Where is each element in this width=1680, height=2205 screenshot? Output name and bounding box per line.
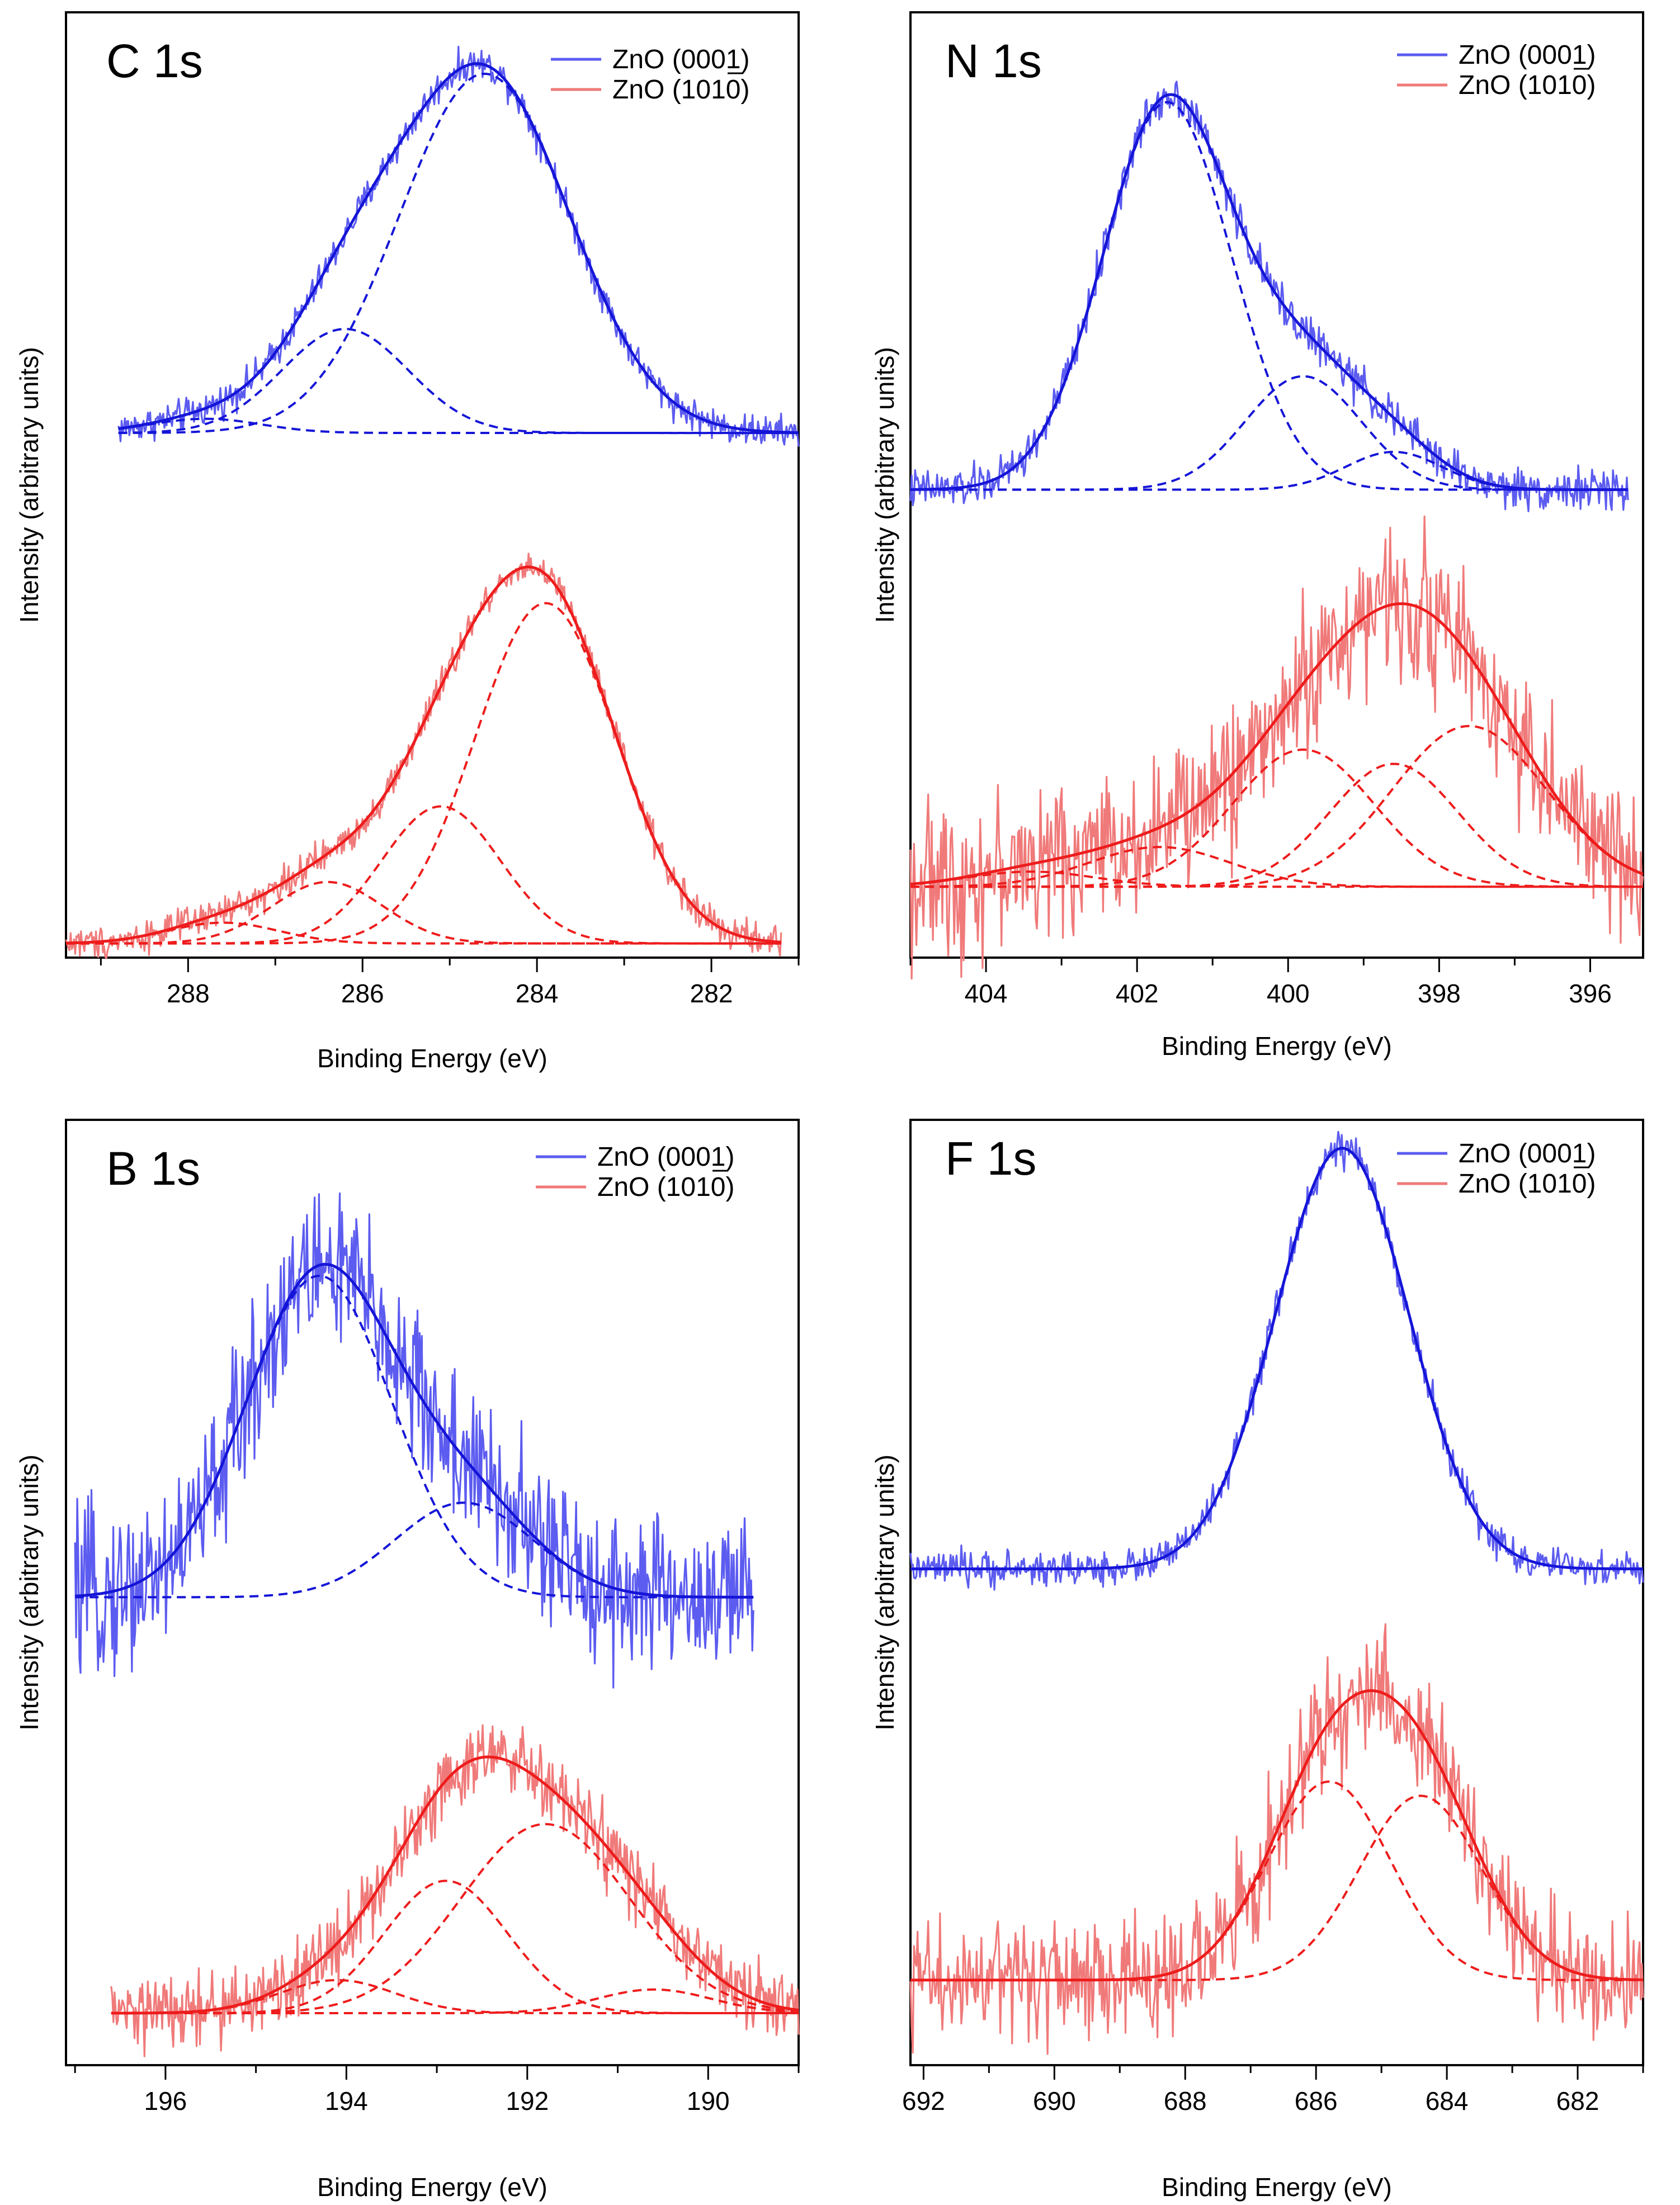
x-tick-label: 194: [325, 2086, 368, 2116]
raw-spectrum: [909, 1623, 1644, 2055]
x-tick-label: 398: [1418, 979, 1461, 1008]
plot-content: [74, 1192, 800, 2057]
panel-title: B 1s: [106, 1142, 200, 1195]
raw-spectrum: [65, 553, 782, 959]
plot-content: [909, 81, 1644, 980]
legend: ZnO (0001) ZnO (1010): [536, 1142, 734, 1202]
x-tick-label: 686: [1295, 2086, 1338, 2116]
fit-envelope: [118, 62, 799, 434]
panel-f1s: 692 690 688 686 684 682 F 1s ZnO (0001) ZnO (…: [870, 1119, 1644, 2202]
raw-spectrum: [74, 1192, 754, 1689]
panel-n1s: 404 402 400 398 396 N 1s ZnO (0001) ZnO (101…: [870, 11, 1644, 1061]
x-tick-label: 684: [1426, 2086, 1469, 2116]
legend-label-1010: ZnO (1010): [1459, 70, 1596, 100]
fit-envelope: [111, 1755, 799, 2015]
legend-label-0001: ZnO (0001): [612, 45, 749, 74]
plot-frame: [909, 1119, 1644, 2066]
panel-title: F 1s: [945, 1132, 1036, 1185]
legend-label-1010: ZnO (1010): [597, 1172, 734, 1202]
x-tick-label: 692: [902, 2086, 945, 2116]
raw-spectrum: [117, 45, 800, 447]
y-axis-title: Intensity (arbitrary units): [15, 1454, 44, 1730]
x-tick-label: 400: [1267, 979, 1310, 1008]
fit-component: [910, 375, 1628, 491]
legend-label-0001: ZnO (0001): [1459, 1139, 1596, 1169]
fit-envelope: [910, 93, 1628, 491]
legend-label-0001: ZnO (0001): [597, 1142, 734, 1172]
x-axis-ticks: 196 194 192 190: [74, 2065, 800, 2116]
fit-component: [65, 921, 781, 945]
panel-title: N 1s: [945, 35, 1042, 87]
plot-frame: [65, 11, 800, 959]
x-tick-label: 288: [167, 979, 210, 1008]
legend: ZnO (0001) ZnO (1010): [1397, 40, 1596, 100]
plot-content: [909, 1130, 1644, 2055]
x-tick-label: 690: [1033, 2086, 1076, 2116]
fit-component: [910, 870, 1643, 888]
x-tick-label: 688: [1164, 2086, 1207, 2116]
x-axis-title: Binding Energy (eV): [1162, 2173, 1392, 2202]
fit-component: [118, 72, 799, 434]
plot-content: [65, 45, 800, 959]
x-tick-label: 192: [506, 2086, 549, 2116]
fit-component: [111, 1988, 799, 2015]
x-axis-ticks: 288 286 284 282: [100, 958, 800, 1008]
fit-component: [66, 805, 781, 945]
y-axis-title: Intensity (arbitrary units): [870, 347, 899, 623]
y-axis-title: Intensity (arbitrary units): [15, 347, 44, 623]
raw-spectrum: [909, 515, 1644, 980]
fit-component: [910, 450, 1628, 491]
fit-envelope: [910, 602, 1644, 885]
x-tick-label: 282: [690, 979, 733, 1008]
raw-spectrum: [909, 81, 1629, 512]
legend-label-0001: ZnO (0001): [1459, 40, 1596, 70]
x-axis-title: Binding Energy (eV): [317, 2173, 548, 2202]
fit-component: [910, 748, 1643, 888]
panel-c1s: 288 286 284 282 C 1s ZnO (0001) ZnO (1010) …: [15, 11, 800, 1073]
x-axis-ticks: 692 690 688 686 684 682: [902, 2065, 1644, 2116]
fit-component: [910, 101, 1628, 491]
legend-label-1010: ZnO (1010): [612, 75, 749, 105]
legend-label-1010: ZnO (1010): [1459, 1169, 1596, 1199]
raw-spectrum: [110, 1724, 800, 2057]
x-tick-label: 196: [144, 2086, 187, 2116]
x-axis-title: Binding Energy (eV): [317, 1044, 548, 1073]
x-tick-label: 404: [965, 979, 1008, 1008]
x-tick-label: 402: [1116, 979, 1159, 1008]
fit-component: [118, 417, 799, 435]
fit-envelope: [75, 1262, 754, 1599]
fit-component: [910, 846, 1643, 888]
fit-component: [910, 1147, 1643, 1570]
legend: ZnO (0001) ZnO (1010): [551, 45, 749, 105]
fit-component: [66, 602, 781, 945]
x-axis-title: Binding Energy (eV): [1162, 1031, 1392, 1061]
fit-envelope: [910, 1689, 1644, 1982]
fit-component: [66, 880, 781, 945]
panel-title: C 1s: [106, 35, 203, 87]
x-tick-label: 284: [516, 979, 559, 1008]
fit-envelope: [65, 565, 781, 945]
x-tick-label: 396: [1569, 979, 1612, 1008]
fit-component: [111, 1978, 799, 2014]
raw-spectrum: [909, 1130, 1644, 1591]
x-tick-label: 286: [341, 979, 384, 1008]
fit-envelope: [910, 1147, 1643, 1571]
fit-component: [111, 1879, 799, 2014]
legend: ZnO (0001) ZnO (1010): [1397, 1139, 1596, 1199]
fit-component: [111, 1823, 799, 2014]
x-tick-label: 190: [687, 2086, 730, 2116]
panel-b1s: 196 194 192 190 B 1s ZnO (0001) ZnO (1010) …: [15, 1119, 800, 2202]
plot-frame: [65, 1119, 800, 2066]
x-tick-label: 682: [1556, 2086, 1599, 2116]
y-axis-title: Intensity (arbitrary units): [870, 1454, 899, 1730]
x-axis-ticks: 404 402 400 398 396: [909, 958, 1612, 1008]
